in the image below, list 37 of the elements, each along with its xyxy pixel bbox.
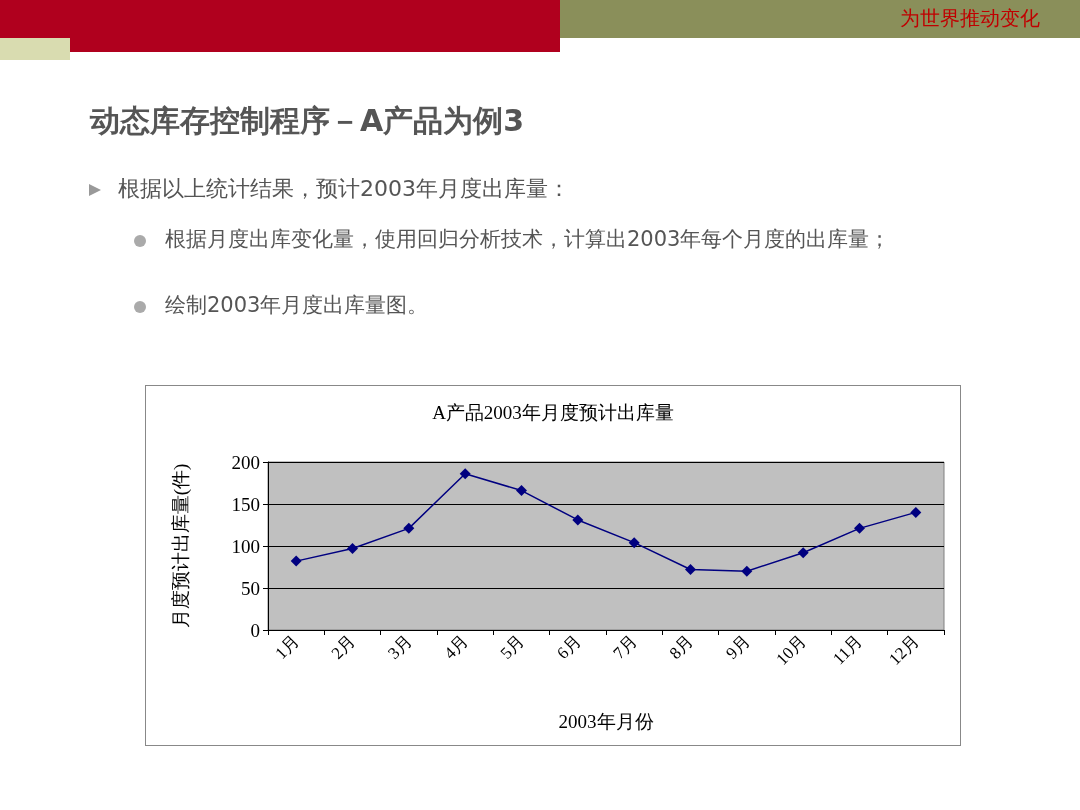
chart-title: A产品2003年月度预计出库量 — [432, 402, 674, 423]
x-tick-label: 9月 — [722, 631, 754, 663]
x-tick-label: 5月 — [496, 631, 529, 663]
text: 根据以上统计结果，预计2003年月度出库量： — [118, 175, 570, 203]
point — [572, 514, 584, 526]
point — [854, 522, 865, 534]
x-tick-label: 12月 — [885, 631, 923, 669]
point — [741, 565, 753, 577]
y-tick-label: 200 — [231, 451, 260, 473]
text: 为世界推动变化 — [900, 6, 1040, 31]
y-tick-label: 100 — [231, 535, 260, 557]
point — [685, 564, 696, 576]
y-tick-label: 0 — [250, 619, 260, 641]
x-tick-label: 2月 — [327, 631, 360, 663]
point — [516, 485, 527, 497]
x-tick-label: 7月 — [609, 631, 641, 663]
point — [797, 547, 809, 559]
x-tick-label: 10月 — [772, 631, 810, 669]
point — [290, 555, 302, 567]
x-tick-label: 4月 — [440, 631, 472, 663]
x-axis-title: 2003年月份 — [558, 711, 654, 732]
y-axis-title: 月度预计出库量(件) — [170, 463, 192, 629]
point — [628, 537, 640, 549]
point — [910, 506, 922, 518]
x-tick-label: 6月 — [553, 631, 585, 663]
point — [459, 468, 471, 480]
y-tick-label: 150 — [231, 493, 260, 515]
y-tick-label: 50 — [241, 577, 260, 599]
x-tick-label: 1月 — [271, 631, 303, 663]
text: 绘制2003年月度出库量图。 — [165, 292, 429, 319]
point — [347, 543, 358, 555]
x-tick-label: 3月 — [384, 631, 416, 663]
text: 根据月度出库变化量，使用回归分析技术，计算出2003年每个月度的出库量； — [165, 226, 892, 253]
x-tick-label: 8月 — [665, 631, 698, 663]
x-tick-label: 11月 — [829, 631, 867, 669]
text: 动态库存控制程序－A产品为例3 — [90, 102, 525, 140]
point — [403, 522, 415, 534]
